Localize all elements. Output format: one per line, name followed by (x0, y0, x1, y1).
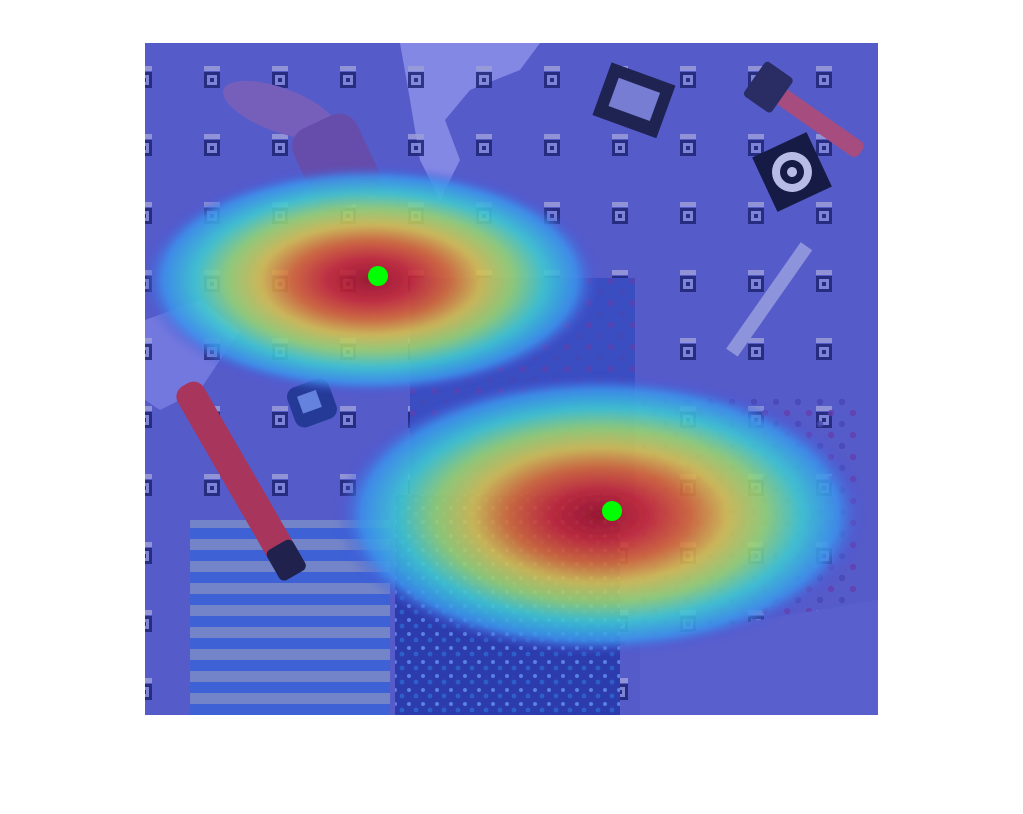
table-edge-bottom-right (640, 600, 878, 715)
peak-marker-lower-right (602, 501, 622, 521)
hammer (743, 61, 864, 157)
red-marker (176, 381, 306, 581)
camera-box (592, 62, 676, 139)
peak-marker-upper-left (368, 266, 388, 286)
ruler (726, 242, 813, 357)
target-sticker (752, 132, 832, 212)
heat-blob-lower-right (335, 375, 865, 655)
blue-tint-overlay (145, 43, 878, 715)
